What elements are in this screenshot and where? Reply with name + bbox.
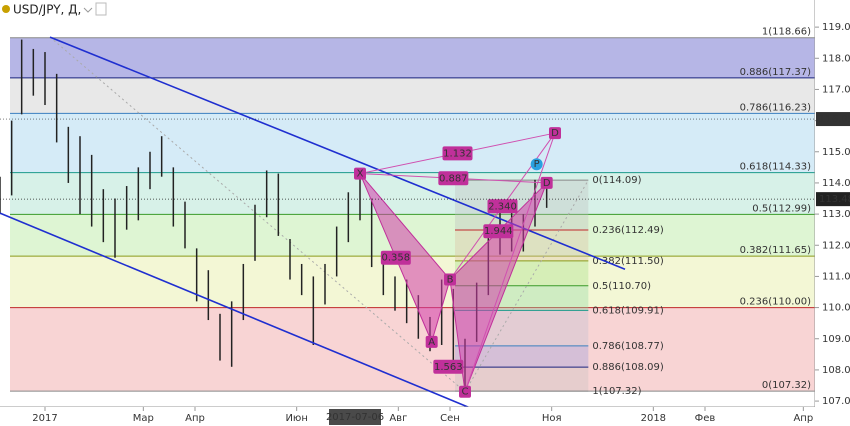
ratio-box	[380, 250, 411, 265]
y-tick-label: 111.00	[822, 271, 850, 282]
ratio-label: 0.358	[382, 253, 411, 264]
fib-label: 0.886(108.09)	[592, 362, 664, 373]
fib-band	[10, 307, 815, 392]
pattern-point-label: A	[428, 337, 435, 348]
fib-band	[10, 77, 815, 114]
pattern-point-label: D	[543, 178, 551, 189]
x-tick-label: Мар	[133, 413, 154, 424]
x-tick-label: Апр	[793, 413, 813, 424]
price-axis-bg	[815, 0, 850, 426]
plot-area: 1(118.66) 0.886(117.37) 0.786(116.23) 0.618…	[0, 27, 815, 413]
pattern-point	[540, 176, 553, 189]
fib-band	[10, 113, 815, 173]
crosshair-box	[329, 409, 381, 425]
y-tick-label: 117.00	[822, 84, 850, 95]
ratio-box	[483, 224, 514, 239]
symbol-icon	[2, 5, 10, 13]
symbol-title: USD/JPY, Д,	[13, 3, 81, 17]
channel-line	[0, 212, 481, 413]
trend-guide	[49, 36, 466, 393]
pattern-point-label: B	[447, 275, 454, 286]
price-label: 116.05	[819, 114, 850, 125]
fib-band	[10, 172, 815, 215]
x-tick-label: Авг	[389, 413, 407, 424]
x-tick-label: Июн	[285, 413, 307, 424]
pattern-point-label: D	[551, 128, 559, 139]
fib-band	[10, 37, 815, 78]
ratio-box	[433, 359, 464, 374]
y-tick-label: 112.00	[822, 240, 850, 251]
pattern-point-label: P	[534, 159, 540, 170]
pattern-point	[530, 158, 543, 171]
price-box	[816, 112, 850, 127]
fib-label: 0.236(112.49)	[592, 225, 664, 236]
ratio-box	[487, 199, 518, 214]
ratio-label: 1.944	[484, 226, 513, 237]
pattern-point-label: C	[462, 387, 469, 398]
x-tick-label: Апр	[185, 413, 205, 424]
y-tick-label: 114.00	[822, 178, 850, 189]
pattern-point	[444, 273, 456, 286]
y-tick-label: 108.00	[822, 365, 850, 376]
fib-label: 0.5(110.70)	[592, 281, 651, 292]
x-tick-label: Фев	[695, 413, 716, 424]
ratio-box	[442, 146, 473, 161]
fib-label: 0(114.09)	[592, 175, 641, 186]
fib-label: 1(107.32)	[592, 386, 641, 397]
y-tick-label: 115.00	[822, 147, 850, 158]
crosshair-label: 2017-07-06	[326, 412, 384, 423]
y-tick-label: 113.00	[822, 209, 850, 220]
fib-label: 1(118.66)	[762, 27, 811, 38]
y-tick-label: 119.00	[822, 22, 850, 33]
header-bg	[0, 0, 110, 20]
pattern-point	[425, 335, 438, 348]
fib-label: 0.382(111.50)	[592, 256, 664, 267]
fib-band	[455, 367, 589, 392]
y-tick-label: 118.00	[822, 53, 850, 64]
trend-guide	[464, 179, 589, 392]
fib-label: 0.382(111.65)	[740, 245, 812, 256]
price-box	[816, 192, 850, 207]
x-tick-label: Сен	[440, 413, 460, 424]
ratio-label: 1.563	[434, 362, 463, 373]
x-tick-label: 2018	[641, 413, 666, 424]
x-tick-label: 2017	[32, 413, 57, 424]
price-label: 113.48	[819, 194, 850, 205]
fib-label: 0.786(108.77)	[592, 341, 664, 352]
dropdown-icon[interactable]	[83, 7, 93, 13]
fib-label: 0.5(112.99)	[752, 203, 811, 214]
pattern-point-label: X	[357, 169, 364, 180]
pattern-point	[354, 167, 366, 180]
pattern-line	[464, 132, 556, 392]
fib-label: 0.786(116.23)	[740, 102, 812, 113]
fib-label: 0.618(109.91)	[592, 305, 664, 316]
pattern-point	[549, 127, 561, 140]
ratio-label: 2.340	[488, 201, 517, 212]
fib-label: 0.236(110.00)	[740, 297, 812, 308]
fib-label: 0.618(114.33)	[740, 162, 812, 173]
y-tick-label: 110.00	[822, 303, 850, 314]
fib-label: 0(107.32)	[762, 380, 811, 391]
time-axis-bg	[0, 407, 815, 426]
x-tick-label: Ноя	[542, 413, 562, 424]
pattern-point	[459, 385, 471, 398]
y-tick-label: 107.00	[822, 396, 850, 407]
ratio-label: 0.887	[439, 173, 468, 184]
settings-icon[interactable]	[95, 2, 107, 16]
fib-label: 0.886(117.37)	[740, 67, 812, 78]
y-tick-label: 109.00	[822, 334, 850, 345]
channel-line	[49, 36, 626, 270]
ratio-box	[438, 171, 469, 186]
ratio-label: 1.132	[443, 148, 472, 159]
